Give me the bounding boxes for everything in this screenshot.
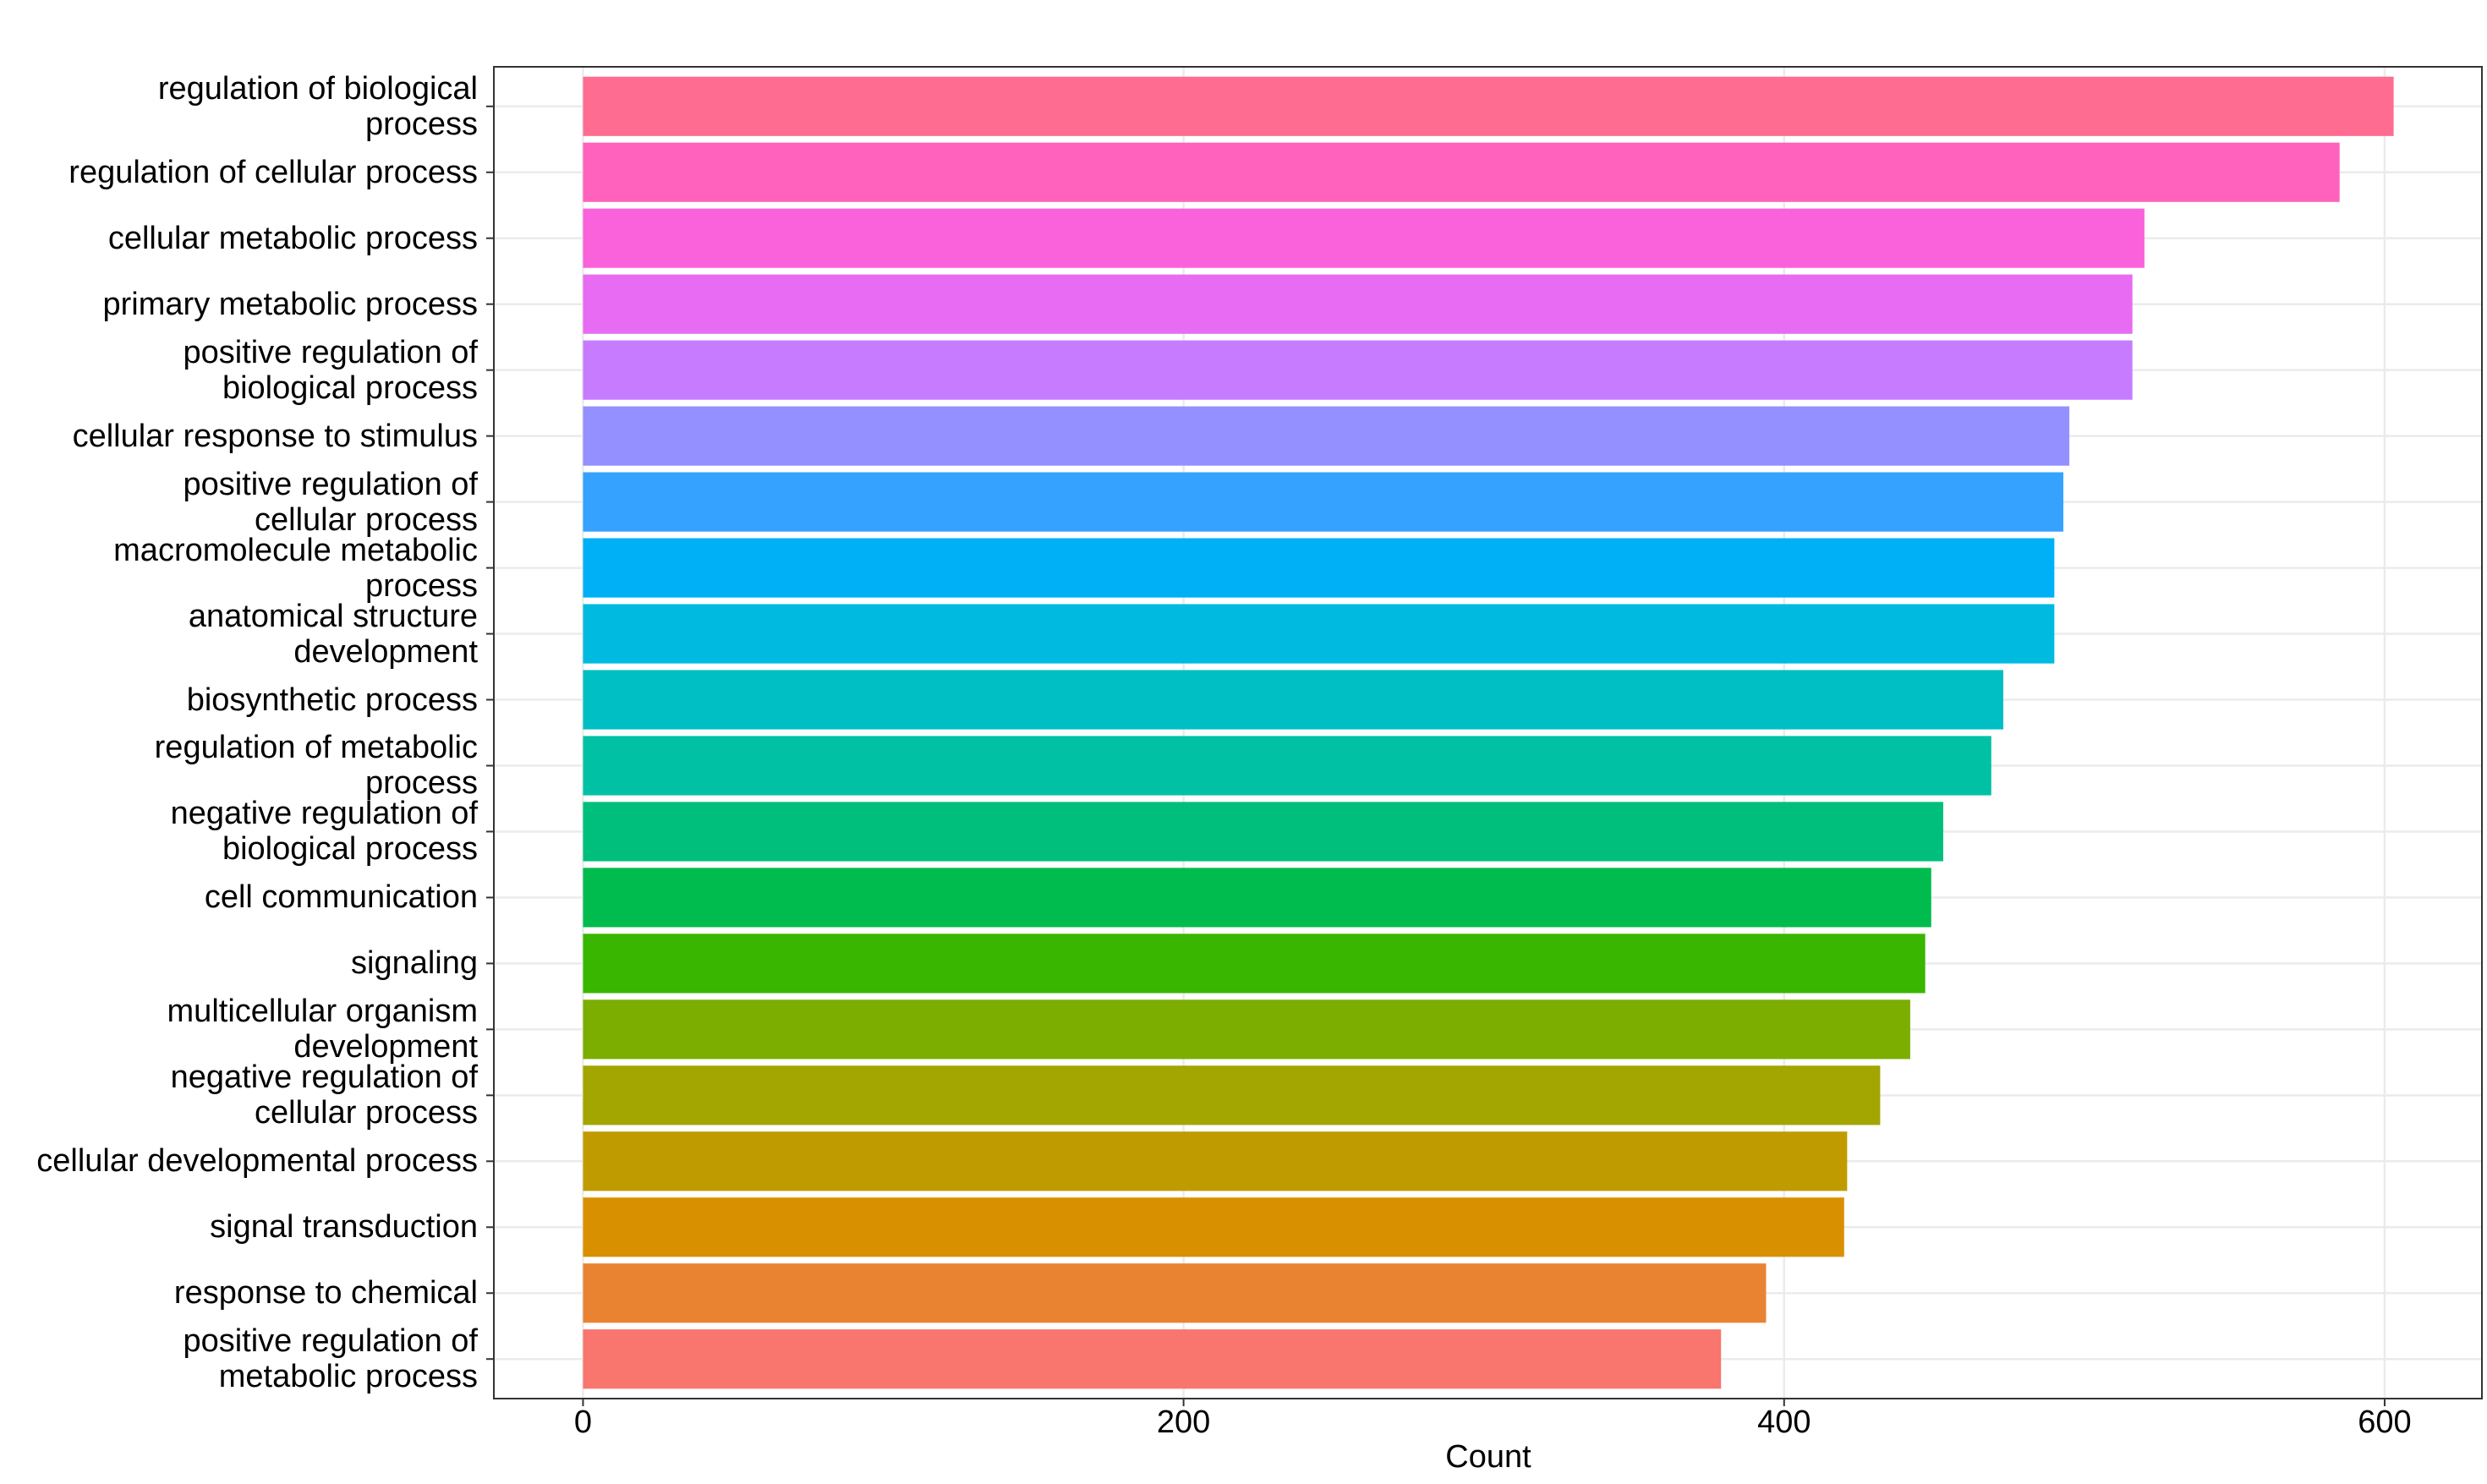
y-tick-label: regulation of cellular process: [68, 154, 478, 190]
y-tick-label: cellular metabolic process: [107, 220, 478, 256]
y-tick-label: positive regulation of cellular process: [183, 466, 478, 538]
y-tick-label: cellular response to stimulus: [72, 418, 478, 454]
y-tick-label: multicellular organism development: [167, 994, 478, 1065]
bar: [583, 1197, 1844, 1257]
bar: [583, 802, 1943, 862]
bar: [583, 934, 1926, 994]
bar: [583, 406, 2070, 466]
y-tick-label: positive regulation of metabolic process: [183, 1323, 478, 1395]
y-tick-label: anatomical structure development: [188, 598, 478, 670]
y-tick-label: cell communication: [204, 879, 478, 916]
y-tick-label: negative regulation of cellular process: [170, 1060, 478, 1131]
y-tick-label: macromolecule metabolic process: [113, 532, 478, 604]
x-tick-label: 400: [1757, 1405, 1810, 1440]
y-tick-label: positive regulation of biological proces…: [183, 334, 478, 406]
y-tick-label: negative regulation of biological proces…: [170, 796, 478, 868]
bar: [583, 208, 2145, 268]
bar: [583, 1263, 1767, 1323]
y-tick-label: response to chemical: [173, 1275, 478, 1312]
bar: [583, 274, 2133, 334]
x-axis-title: Count: [1445, 1439, 1531, 1475]
y-tick-label: signal transduction: [210, 1209, 478, 1246]
y-tick-label: primary metabolic process: [102, 286, 478, 322]
x-tick-label: 0: [574, 1405, 592, 1440]
y-tick-label: regulation of biological process: [157, 70, 478, 142]
panel-border: [493, 66, 2483, 1399]
bar: [583, 1065, 1881, 1125]
bar: [583, 142, 2340, 202]
y-tick-label: cellular developmental process: [36, 1143, 478, 1180]
bar: [583, 999, 1910, 1060]
bar: [583, 670, 2003, 730]
bar: [583, 340, 2133, 400]
y-tick-label: signaling: [351, 945, 478, 982]
bar: [583, 736, 1991, 796]
x-tick-label: 600: [2358, 1405, 2411, 1440]
y-tick-label: regulation of metabolic process: [154, 730, 478, 802]
bar: [583, 868, 1931, 928]
bar: [583, 76, 2394, 136]
bar: [583, 1329, 1722, 1389]
x-tick-label: 200: [1157, 1405, 1210, 1440]
bar: [583, 1131, 1848, 1191]
bar: [583, 472, 2064, 532]
bar: [583, 604, 2055, 664]
bar: [583, 538, 2055, 598]
y-tick-label: biosynthetic process: [186, 682, 478, 718]
